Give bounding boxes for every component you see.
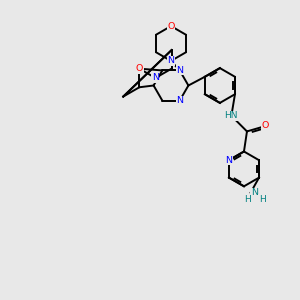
Text: N: N: [152, 74, 159, 82]
Text: N: N: [176, 96, 183, 105]
Text: N: N: [167, 56, 175, 65]
Text: HN: HN: [225, 111, 238, 120]
Text: N: N: [251, 188, 258, 197]
Text: O: O: [262, 122, 269, 130]
Text: H: H: [259, 195, 266, 204]
Text: O: O: [167, 22, 175, 31]
Text: H: H: [244, 195, 250, 204]
Text: O: O: [136, 64, 143, 73]
Text: N: N: [225, 156, 233, 165]
Text: N: N: [176, 66, 183, 75]
